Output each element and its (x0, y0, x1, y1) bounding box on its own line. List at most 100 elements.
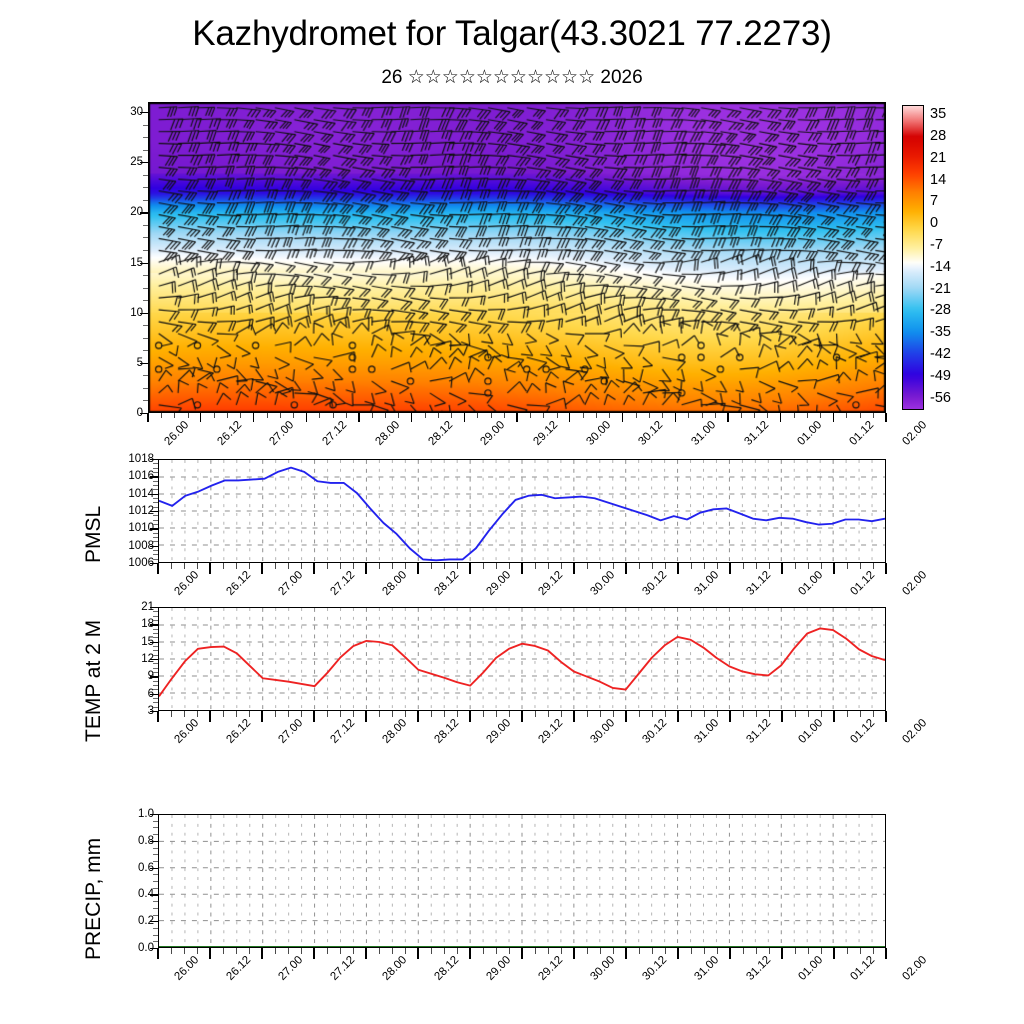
x-tick-major (157, 711, 159, 722)
x-tick-minor (275, 948, 276, 954)
y-tick-major (150, 894, 158, 896)
x-tick-minor (197, 711, 198, 717)
pmsl-axis-label: PMSL (82, 505, 105, 563)
x-tick-major (833, 711, 835, 722)
x-tick-minor (821, 948, 822, 954)
x-tick-label: 26.00 (162, 419, 192, 448)
x-tick-minor (161, 413, 163, 418)
x-tick-minor (600, 563, 601, 569)
x-tick-minor (477, 413, 479, 418)
x-tick-minor (496, 563, 497, 569)
x-tick-minor (701, 413, 703, 418)
x-tick-minor (639, 948, 640, 954)
x-tick-minor (327, 711, 328, 717)
y-tick-major (150, 840, 158, 843)
x-tick-minor (301, 948, 302, 954)
y-tick-label: 5 (136, 356, 143, 369)
x-tick-minor (530, 413, 532, 418)
temp-panel (158, 607, 886, 711)
x-tick-minor (873, 948, 874, 954)
y-tick-major (150, 921, 158, 923)
x-tick-minor (741, 413, 743, 418)
colorbar-tick: -56 (930, 389, 951, 406)
x-tick-minor (795, 948, 796, 954)
x-tick-label: 26.00 (172, 717, 202, 746)
y-tick-label: 1016 (128, 470, 154, 483)
x-tick-label: 30.00 (588, 569, 618, 598)
x-tick-minor (847, 711, 848, 717)
x-tick-minor (457, 711, 458, 717)
y-tick-major (140, 362, 148, 365)
x-tick-major (157, 948, 159, 959)
x-tick-label: 26.00 (172, 569, 202, 598)
x-tick-minor (767, 413, 769, 418)
x-tick-major (252, 413, 255, 422)
y-tick-label: 1.0 (138, 808, 154, 820)
colorbar-tick: -14 (930, 258, 951, 275)
x-tick-major (261, 948, 263, 959)
cross-section-panel (148, 102, 886, 413)
x-tick-minor (301, 711, 302, 717)
cross-section-plot (149, 103, 885, 412)
x-tick-label: 31.00 (692, 717, 722, 746)
y-tick-label: 15 (130, 256, 143, 269)
x-tick-label: 27.12 (320, 419, 350, 448)
x-tick-label: 30.00 (588, 717, 618, 746)
colorbar-tick: 0 (930, 215, 939, 232)
x-tick-major (516, 413, 518, 422)
x-tick-label: 31.00 (692, 954, 722, 983)
x-tick-minor (754, 413, 756, 418)
x-tick-major (365, 948, 367, 959)
x-tick-major (209, 563, 211, 574)
x-tick-major (674, 413, 676, 422)
x-tick-major (573, 711, 575, 722)
x-tick-minor (292, 413, 294, 418)
x-tick-minor (496, 948, 497, 954)
x-tick-label: 30.12 (636, 419, 666, 448)
x-tick-minor (444, 711, 445, 717)
x-tick-minor (249, 948, 250, 954)
x-tick-minor (793, 413, 795, 418)
y-tick-label: 1014 (128, 487, 154, 500)
y-tick-major (150, 659, 158, 661)
x-tick-major (781, 711, 783, 722)
colorbar-tick: -28 (930, 302, 951, 319)
x-tick-major (625, 563, 627, 574)
x-tick-major (410, 413, 413, 422)
x-tick-minor (275, 711, 276, 717)
colorbar-tick: 7 (930, 193, 939, 210)
x-tick-minor (756, 563, 757, 569)
series-line (159, 466, 885, 562)
x-tick-label: 01.12 (848, 569, 878, 598)
x-tick-minor (249, 711, 250, 717)
x-tick-label: 27.00 (276, 569, 306, 598)
x-tick-label: 29.12 (536, 954, 566, 983)
x-tick-minor (483, 948, 484, 954)
x-tick-minor (197, 563, 198, 569)
x-tick-minor (847, 563, 848, 569)
x-tick-major (305, 413, 307, 422)
x-tick-minor (372, 413, 374, 418)
x-tick-minor (279, 413, 281, 418)
x-tick-minor (860, 948, 861, 954)
y-tick-major (150, 476, 158, 478)
x-tick-label: 30.12 (640, 717, 670, 746)
colorbar-tick: -49 (930, 367, 951, 384)
x-tick-minor (398, 413, 400, 418)
x-tick-minor (548, 711, 549, 717)
x-tick-label: 26.12 (224, 954, 254, 983)
x-tick-label: 26.00 (172, 954, 202, 983)
x-tick-major (313, 563, 315, 574)
x-tick-minor (795, 711, 796, 717)
x-tick-label: 01.00 (796, 569, 826, 598)
y-tick-major (150, 676, 158, 678)
x-tick-minor (873, 563, 874, 569)
x-tick-minor (171, 711, 172, 717)
y-tick-major (140, 312, 148, 314)
x-tick-minor (769, 948, 770, 954)
x-tick-major (833, 948, 835, 959)
subtitle-year: 2026 (600, 67, 643, 88)
x-tick-minor (717, 563, 718, 569)
x-tick-label: 27.00 (267, 419, 297, 448)
